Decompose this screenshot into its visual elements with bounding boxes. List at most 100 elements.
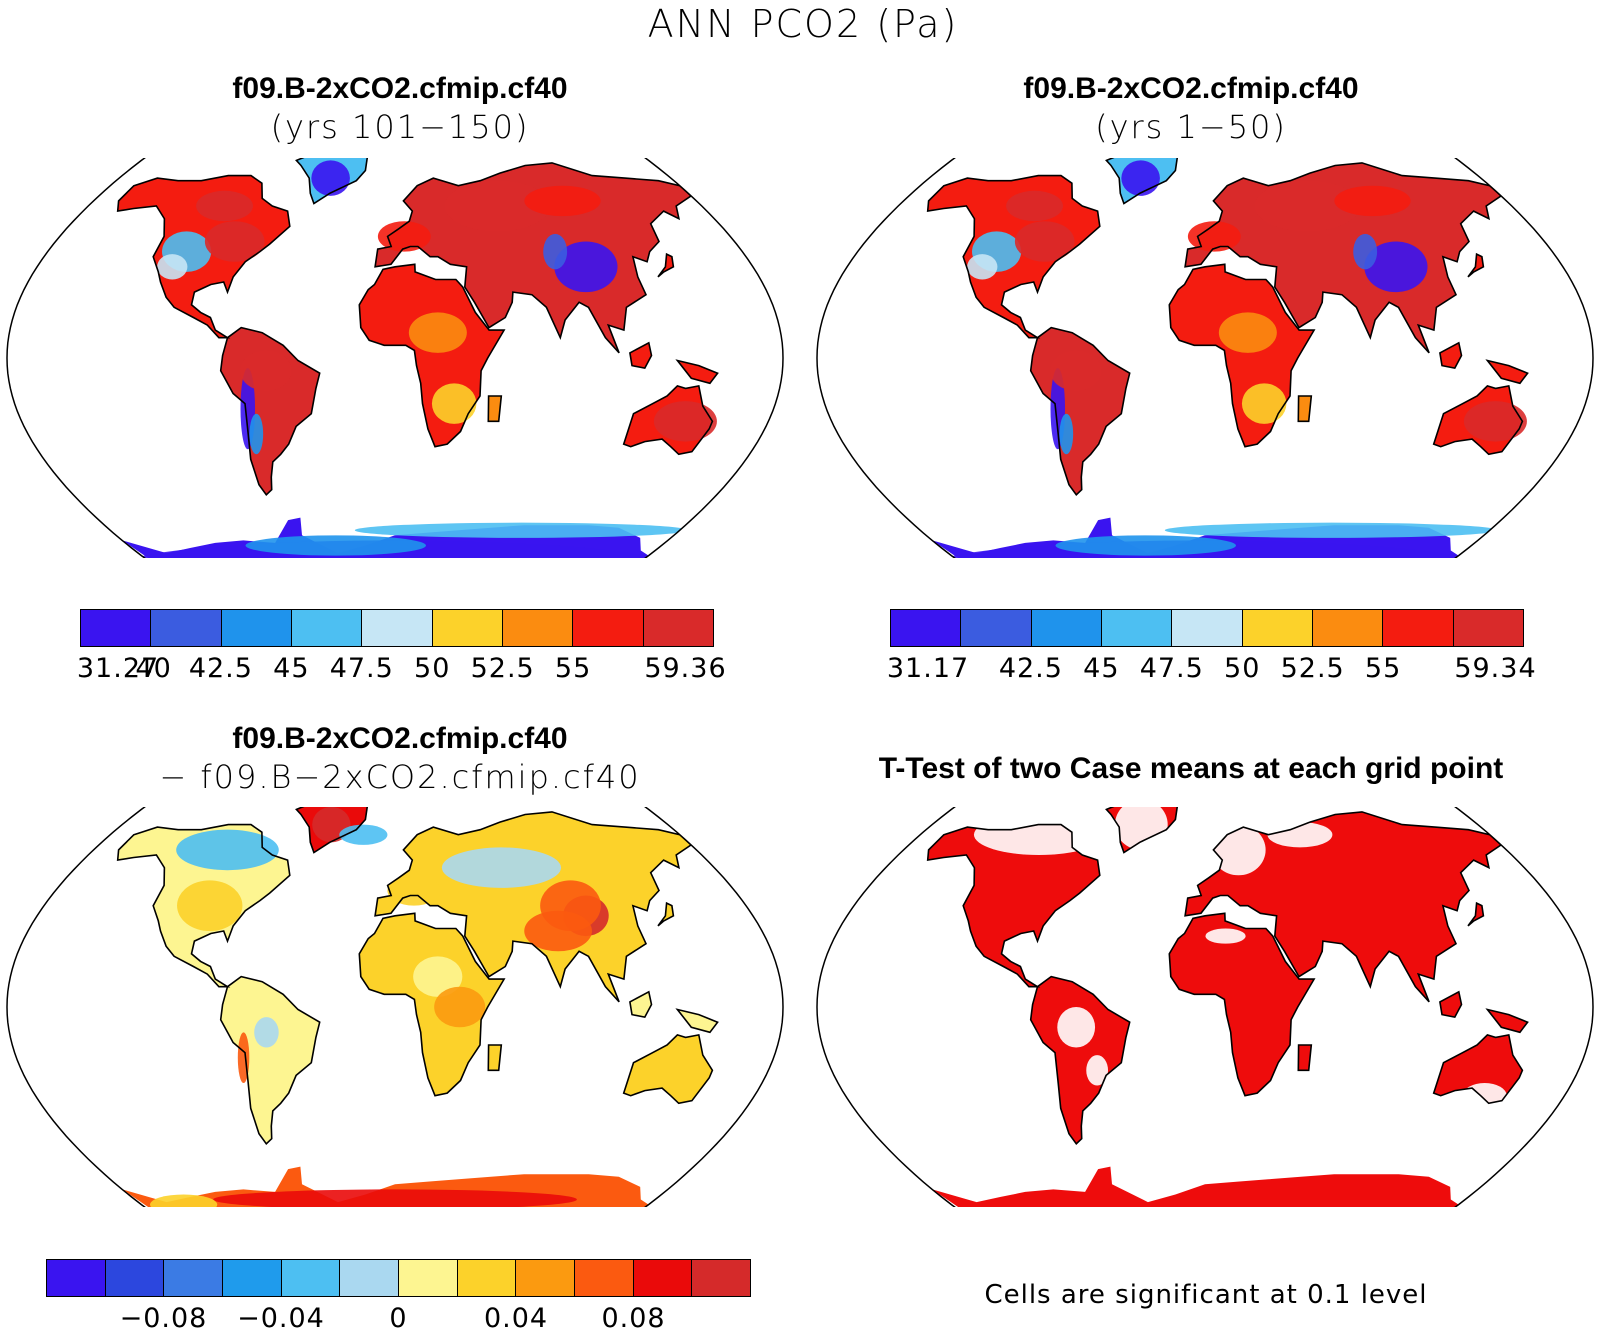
land-antarctica — [932, 1166, 1459, 1207]
panel-1-title: f09.B-2xCO2.cfmip.cf40 (yrs 101−150) — [20, 72, 780, 146]
contour-region — [1050, 350, 1102, 391]
contour-region — [1218, 312, 1277, 353]
contour-region — [150, 1194, 218, 1207]
colorbar-tick-label: 47.5 — [1139, 653, 1204, 684]
contour-region — [932, 540, 1478, 558]
colorbar-swatch — [1312, 610, 1384, 646]
colorbar-swatch — [891, 610, 962, 646]
coastline-australia — [1432, 1033, 1524, 1105]
panel-3-map — [6, 807, 784, 1207]
contour-region — [213, 1189, 577, 1207]
contour-region — [1086, 1055, 1109, 1086]
land-australia — [1433, 1034, 1523, 1104]
land-madagascar — [1298, 1045, 1312, 1071]
land-samerica — [1030, 976, 1130, 1144]
coastline-eurasia — [374, 162, 693, 354]
coastline-namerica — [116, 174, 291, 339]
contour-region — [413, 956, 463, 997]
panel-2-map — [816, 158, 1594, 558]
contour-region — [240, 350, 292, 391]
colorbar-tick-label: 55 — [554, 653, 592, 684]
coastline-eurasia — [374, 811, 693, 1003]
colorbar-swatch — [961, 610, 1032, 646]
land-borneo — [1439, 991, 1462, 1018]
colorbar-swatch — [432, 610, 503, 646]
land-borneo — [629, 342, 652, 369]
colorbar-tick-label: −0.04 — [237, 1303, 325, 1334]
colorbar-swatch — [1383, 610, 1454, 646]
contour-region — [1164, 522, 1499, 538]
map-content — [116, 807, 719, 1207]
map-boundary — [6, 158, 784, 558]
contour-region — [245, 535, 426, 556]
land-newguinea — [1487, 360, 1528, 384]
colorbar-tick-label: 47.5 — [329, 653, 394, 684]
coastline-madagascar — [1297, 395, 1313, 423]
land-greenland — [296, 807, 368, 853]
colorbar-tick-label: 40 — [135, 653, 172, 684]
contour-region — [431, 383, 477, 424]
colorbar-tick-label: 45 — [273, 653, 310, 684]
land-africa — [359, 913, 505, 1096]
contour-region — [1006, 190, 1063, 222]
panel-4-title: T-Test of two Case means at each grid po… — [811, 752, 1571, 786]
significance-note: Cells are significant at 0.1 level — [984, 1280, 1428, 1310]
contour-region — [311, 160, 350, 196]
contour-region — [122, 540, 668, 558]
coastline-japan — [657, 901, 675, 927]
colorbar-swatch — [81, 610, 152, 646]
panel-3-title: f09.B-2xCO2.cfmip.cf40 − f09.B−2xCO2.cfm… — [20, 722, 780, 796]
colorbar-swatch — [47, 1260, 106, 1296]
colorbar-swatch — [399, 1260, 458, 1296]
contour-region — [543, 233, 568, 270]
colorbar-swatch — [1031, 610, 1102, 646]
colorbar-swatch — [1242, 610, 1313, 646]
contour-region — [524, 185, 601, 217]
colorbar-tick-label: 50 — [414, 653, 451, 684]
colorbar-tick-label: 55 — [1364, 653, 1402, 684]
coastline-borneo — [629, 341, 653, 369]
colorbar-swatch — [105, 1260, 165, 1296]
coastline-samerica — [219, 975, 321, 1146]
panel-1-map — [6, 158, 784, 558]
contour-region — [993, 1184, 1023, 1195]
contour-region — [554, 241, 618, 293]
coastline-japan — [657, 252, 675, 278]
contour-region — [1059, 413, 1074, 455]
page-title: ANN PCO2 (Pa) — [647, 2, 959, 46]
colorbar-swatch — [223, 1260, 282, 1296]
land-africa — [1169, 913, 1315, 1096]
contour-region — [1462, 1083, 1507, 1109]
contour-region — [1114, 807, 1168, 850]
coastline-borneo — [1439, 990, 1463, 1018]
colorbar-swatch — [692, 1260, 751, 1296]
coastline-japan — [1467, 901, 1485, 927]
colorbar-tick-label: 52.5 — [1280, 653, 1345, 684]
coastline-africa — [1168, 263, 1316, 448]
coastline-newguinea — [1485, 1008, 1529, 1034]
contour-region — [408, 312, 467, 353]
coastline-eurasia — [1184, 811, 1503, 1003]
colorbar-swatch — [340, 1260, 400, 1296]
colorbar-swatch — [221, 610, 292, 646]
colorbar-swatch — [573, 610, 644, 646]
coastline-namerica — [926, 174, 1101, 339]
land-newguinea — [677, 360, 718, 384]
land-eurasia — [1185, 811, 1502, 1002]
contour-region — [1241, 383, 1287, 424]
coastline-borneo — [1439, 341, 1463, 369]
contour-region — [444, 180, 550, 232]
colorbar-tick-label: 0 — [389, 1303, 408, 1334]
contour-region — [434, 986, 486, 1028]
panel-3-difference-label: − f09.B−2xCO2.cfmip.cf40 — [159, 758, 641, 796]
contour-region — [387, 875, 441, 906]
contour-region — [967, 254, 998, 280]
land-borneo — [629, 991, 652, 1018]
contour-region — [973, 814, 1104, 855]
map-content — [116, 158, 719, 558]
land-madagascar — [488, 396, 502, 422]
colorbar-tick-label: 42.5 — [188, 653, 253, 684]
panel-3-case-name: f09.B-2xCO2.cfmip.cf40 — [232, 722, 568, 755]
contour-region — [176, 829, 279, 871]
colorbar-tick-label: 52.5 — [470, 653, 535, 684]
